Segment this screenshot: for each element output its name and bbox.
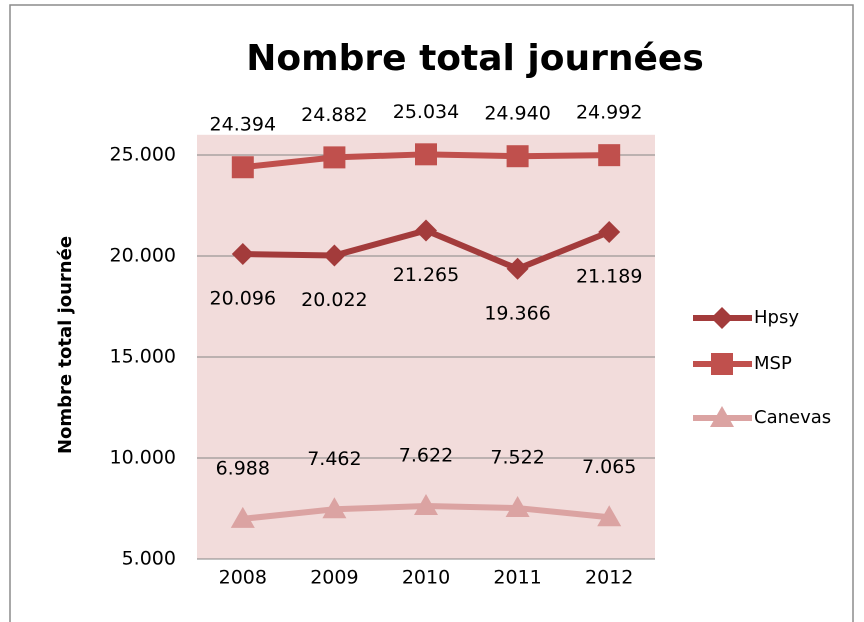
data-point bbox=[598, 220, 621, 243]
data-label: 24.394 bbox=[210, 114, 276, 136]
data-point bbox=[505, 496, 530, 518]
data-point bbox=[597, 505, 622, 527]
data-label: 24.940 bbox=[484, 103, 550, 125]
data-point bbox=[506, 145, 529, 168]
data-point bbox=[414, 494, 438, 516]
legend-label: MSP bbox=[754, 353, 792, 374]
y-tick-label: 10.000 bbox=[110, 447, 176, 469]
data-point bbox=[415, 219, 437, 242]
x-tick-label: 2009 bbox=[310, 567, 358, 589]
data-label: 7.522 bbox=[490, 447, 544, 469]
data-label: 24.882 bbox=[301, 104, 367, 126]
plot-area bbox=[197, 134, 655, 560]
data-label: 6.988 bbox=[216, 457, 270, 479]
data-label: 20.022 bbox=[301, 289, 367, 311]
legend-label: Canevas bbox=[754, 407, 831, 428]
y-axis-label: Nombre total journée bbox=[55, 236, 76, 454]
x-tick-label: 2011 bbox=[493, 567, 541, 589]
data-point bbox=[598, 144, 621, 167]
legend-marker bbox=[711, 307, 733, 329]
data-label: 21.265 bbox=[393, 264, 459, 286]
legend-marker bbox=[711, 353, 733, 375]
data-label: 7.065 bbox=[582, 456, 636, 478]
data-point bbox=[230, 506, 255, 528]
data-label: 25.034 bbox=[393, 101, 459, 123]
data-point bbox=[415, 143, 437, 166]
x-tick-label: 2010 bbox=[402, 567, 450, 589]
data-point bbox=[231, 243, 254, 266]
data-point bbox=[323, 146, 346, 169]
data-label: 24.992 bbox=[576, 102, 642, 124]
y-tick-label: 25.000 bbox=[110, 144, 176, 166]
y-tick-label: 5.000 bbox=[122, 548, 176, 570]
data-label: 21.189 bbox=[576, 265, 642, 287]
legend-marker bbox=[710, 406, 734, 427]
data-label: 7.462 bbox=[307, 448, 361, 470]
x-tick-label: 2008 bbox=[219, 567, 267, 589]
y-tick-label: 15.000 bbox=[110, 346, 176, 368]
data-label: 7.622 bbox=[399, 445, 453, 467]
chart-title: Nombre total journées bbox=[246, 38, 704, 79]
y-tick-label: 20.000 bbox=[110, 245, 176, 267]
data-point bbox=[322, 497, 347, 519]
legend-label: Hpsy bbox=[754, 307, 799, 328]
data-point bbox=[506, 257, 529, 280]
data-point bbox=[323, 244, 346, 267]
data-label: 20.096 bbox=[210, 288, 276, 310]
data-point bbox=[231, 156, 254, 179]
x-tick-label: 2012 bbox=[585, 567, 633, 589]
data-label: 19.366 bbox=[484, 302, 550, 324]
